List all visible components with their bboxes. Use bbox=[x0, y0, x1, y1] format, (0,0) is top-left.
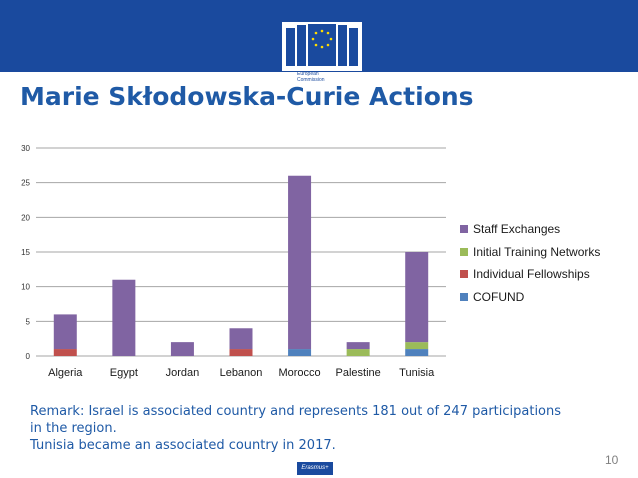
x-tick-label: Palestine bbox=[336, 367, 381, 379]
y-tick-label: 20 bbox=[21, 213, 30, 222]
x-tick-label: Algeria bbox=[48, 367, 83, 379]
page-number: 10 bbox=[605, 453, 619, 467]
legend-item: Initial Training Networks bbox=[460, 241, 600, 264]
european-commission-logo bbox=[282, 22, 362, 71]
bar-segment-staff-exchanges bbox=[112, 279, 136, 356]
x-tick-label: Lebanon bbox=[220, 367, 263, 379]
bar-segment-initial-training-networks bbox=[346, 349, 370, 356]
legend-item: Staff Exchanges bbox=[460, 218, 600, 241]
logo-text: European Commission bbox=[297, 71, 325, 83]
logo-line-1: European bbox=[297, 71, 319, 77]
stacked-bar-chart: 0 5 10 15 20 25 30 Algeria Egypt Jordan Lebanon Mor… bbox=[21, 144, 446, 379]
legend-label: Staff Exchanges bbox=[473, 222, 561, 237]
chart-legend: Staff Exchanges Initial Training Networks… bbox=[460, 218, 600, 308]
bar-segment-staff-exchanges bbox=[288, 175, 312, 350]
bar-segment-individual-fellowships bbox=[229, 349, 253, 356]
bar-segment-staff-exchanges bbox=[53, 314, 77, 350]
page-title: Marie Skłodowska-Curie Actions bbox=[20, 82, 474, 111]
y-tick-label: 15 bbox=[21, 248, 30, 257]
legend-swatch bbox=[460, 270, 468, 279]
bar-segment-staff-exchanges bbox=[170, 342, 194, 356]
y-tick-label: 25 bbox=[21, 179, 30, 188]
legend-item: Individual Fellowships bbox=[460, 263, 600, 286]
bar-segment-cofund bbox=[288, 349, 312, 356]
legend-swatch bbox=[460, 225, 468, 234]
bar-segment-staff-exchanges bbox=[405, 252, 429, 343]
bar-segment-staff-exchanges bbox=[229, 328, 253, 350]
remark-text: Remark: Israel is associated country and… bbox=[30, 403, 630, 454]
legend-label: Individual Fellowships bbox=[473, 267, 590, 282]
x-tick-label: Tunisia bbox=[399, 367, 435, 379]
legend-label: COFUND bbox=[473, 289, 525, 304]
x-tick-label: Morocco bbox=[278, 367, 320, 379]
logo-line-2: Commission bbox=[297, 77, 325, 83]
legend-swatch bbox=[460, 247, 468, 256]
erasmus-logo: Erasmus+ bbox=[297, 462, 333, 475]
bar-segment-cofund bbox=[405, 349, 429, 356]
y-tick-label: 10 bbox=[21, 283, 30, 292]
remark-line-1: Remark: Israel is associated country and… bbox=[30, 404, 562, 419]
x-tick-label: Jordan bbox=[166, 367, 200, 379]
remark-line-3: Tunisia became an associated country in … bbox=[30, 438, 336, 453]
remark-line-2: in the region. bbox=[30, 421, 117, 436]
bar-segment-initial-training-networks bbox=[405, 342, 429, 350]
y-tick-label: 0 bbox=[26, 352, 31, 361]
legend-swatch bbox=[460, 292, 468, 301]
legend-item: COFUND bbox=[460, 286, 600, 309]
bar-segment-staff-exchanges bbox=[346, 342, 370, 350]
legend-label: Initial Training Networks bbox=[473, 244, 601, 259]
y-tick-label: 5 bbox=[26, 317, 31, 326]
x-tick-label: Egypt bbox=[110, 367, 138, 379]
bar-segment-individual-fellowships bbox=[53, 349, 77, 356]
y-tick-label: 30 bbox=[21, 144, 30, 153]
